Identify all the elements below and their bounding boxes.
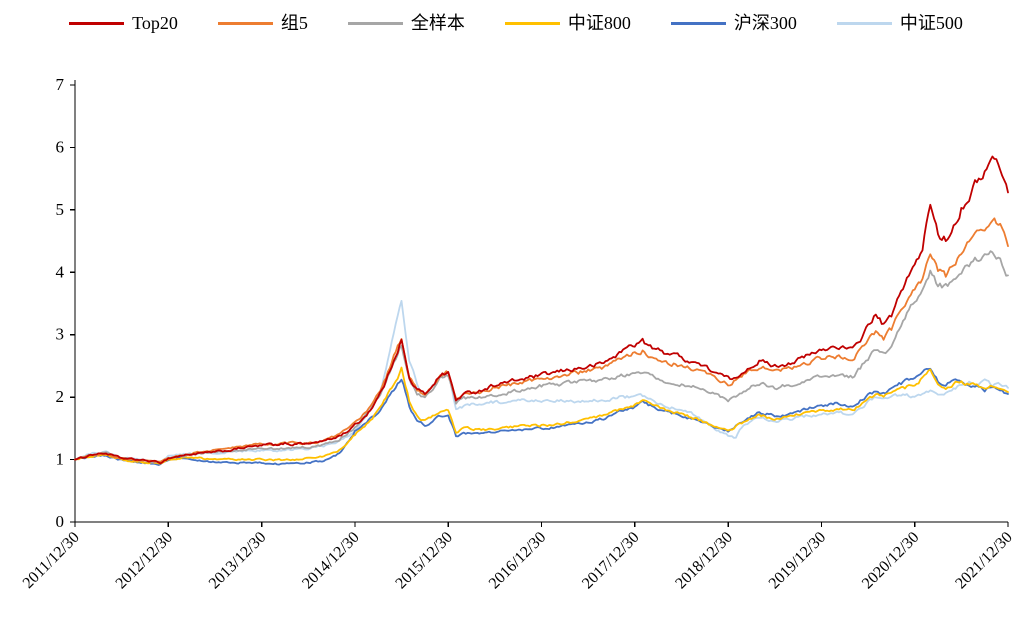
legend-line-swatch xyxy=(504,21,560,25)
legend-line-swatch xyxy=(347,21,403,25)
x-tick-label: 2019/12/30 xyxy=(766,529,830,593)
y-tick-label: 4 xyxy=(56,262,65,281)
legend-label: Top20 xyxy=(132,13,178,33)
chart-legend: Top20 组5 全样本 中证800 沪深300 中证500 xyxy=(0,14,1032,32)
y-tick-label: 0 xyxy=(56,512,65,531)
x-tick-label: 2014/12/30 xyxy=(299,529,363,593)
legend-item-全样本: 全样本 xyxy=(347,13,465,33)
series-line-沪深300 xyxy=(74,367,1009,466)
y-tick-label: 2 xyxy=(56,387,65,406)
x-tick-label: 2020/12/30 xyxy=(859,529,923,593)
x-tick-label: 2017/12/30 xyxy=(579,529,643,593)
series-line-Top20 xyxy=(74,155,1009,465)
x-tick-label: 2021/12/30 xyxy=(952,529,1016,593)
legend-item-组5: 组5 xyxy=(217,13,308,33)
series-line-中证800 xyxy=(74,366,1009,465)
legend-item-Top20: Top20 xyxy=(69,14,178,32)
y-tick-label: 7 xyxy=(56,75,65,94)
x-tick-label: 2015/12/30 xyxy=(392,529,456,593)
legend-label: 全样本 xyxy=(410,13,465,33)
legend-line-swatch xyxy=(670,21,726,25)
legend-label: 中证800 xyxy=(567,13,631,33)
x-tick-label: 2016/12/30 xyxy=(486,529,550,593)
x-tick-label: 2012/12/30 xyxy=(113,529,177,593)
series-line-全样本 xyxy=(74,250,1009,464)
y-tick-label: 5 xyxy=(56,200,65,219)
y-tick-label: 6 xyxy=(56,137,65,156)
legend-label: 沪深300 xyxy=(733,13,797,33)
legend-line-swatch xyxy=(836,21,892,25)
legend-line-swatch xyxy=(69,21,125,25)
y-tick-label: 3 xyxy=(56,325,65,344)
legend-item-中证800: 中证800 xyxy=(504,13,631,33)
legend-line-swatch xyxy=(217,21,273,25)
legend-item-沪深300: 沪深300 xyxy=(670,13,797,33)
x-tick-label: 2013/12/30 xyxy=(206,529,270,593)
series-line-组5 xyxy=(74,217,1009,463)
legend-label: 组5 xyxy=(280,13,308,33)
y-tick-label: 1 xyxy=(56,450,65,469)
legend-item-中证500: 中证500 xyxy=(836,13,963,33)
legend-label: 中证500 xyxy=(899,13,963,33)
x-tick-label: 2018/12/30 xyxy=(672,529,736,593)
x-tick-label: 2011/12/30 xyxy=(20,529,83,592)
